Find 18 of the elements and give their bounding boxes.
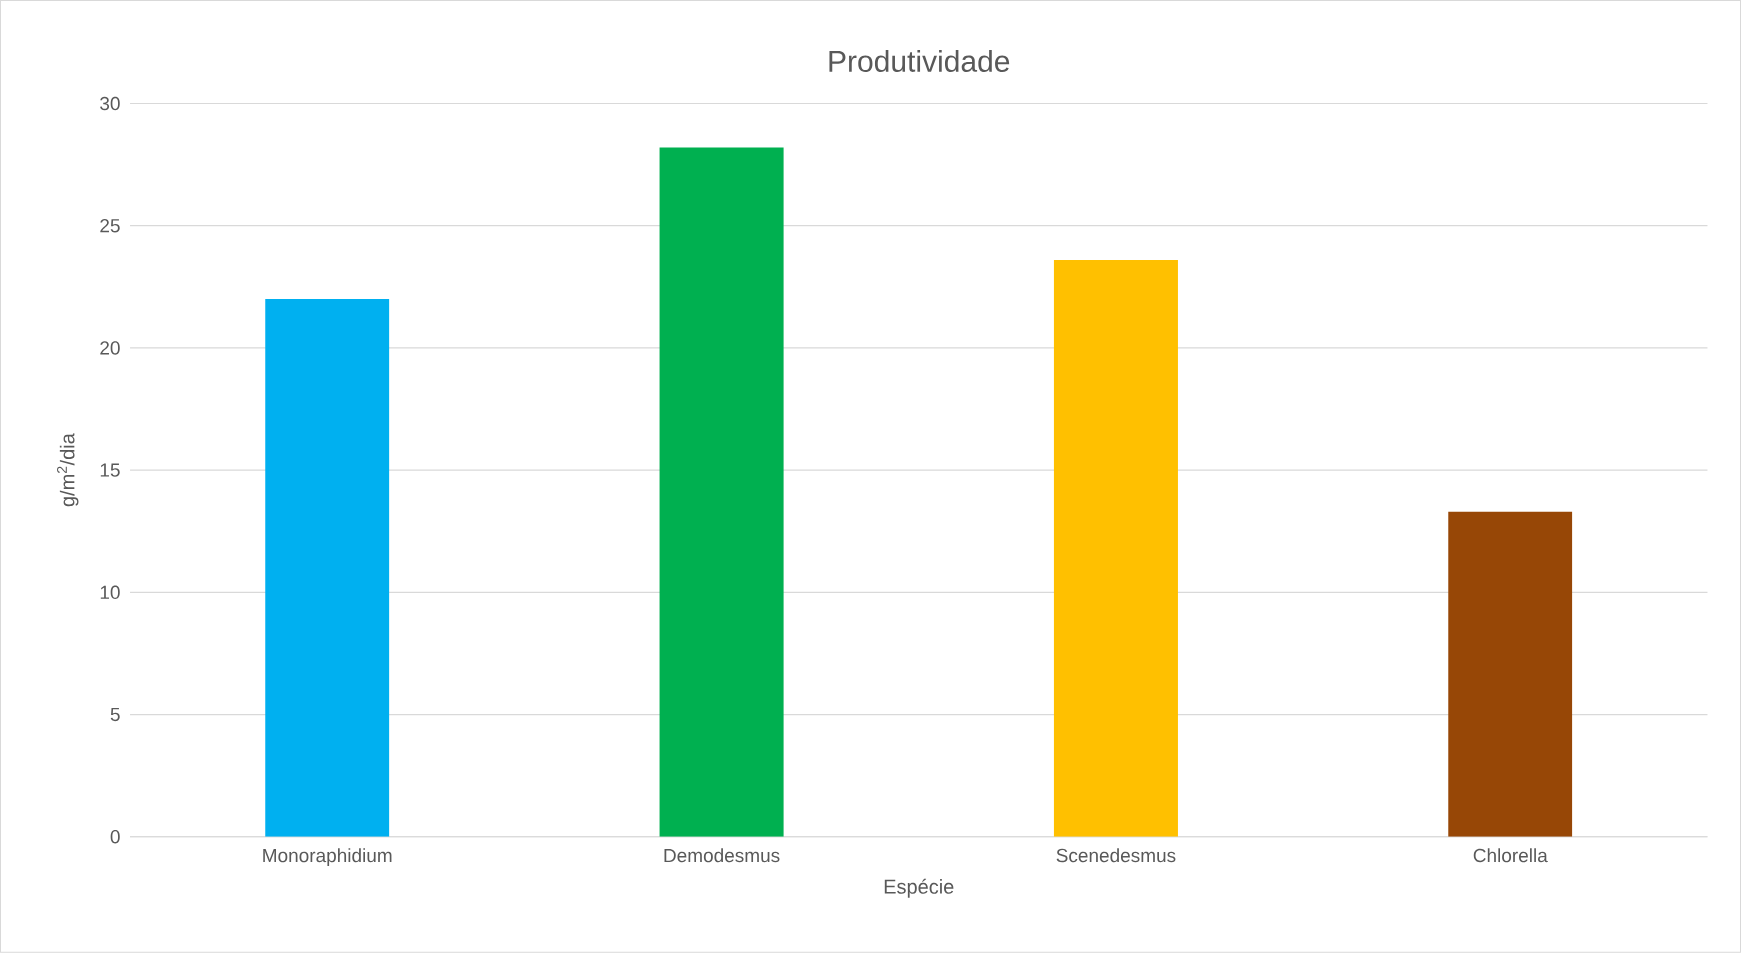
y-tick-label: 25: [100, 219, 120, 233]
y-tick-label: 5: [110, 708, 120, 722]
x-tick-label: Monoraphidium: [263, 848, 392, 867]
bar: [659, 147, 784, 837]
bar: [265, 299, 390, 837]
x-axis-title: Espécie: [884, 878, 954, 898]
y-tick-label: 10: [100, 585, 120, 600]
x-tick-label: Scenedesmus: [1056, 848, 1176, 863]
x-tick-label: Demodesmus: [664, 848, 780, 863]
y-tick-label: 15: [100, 463, 120, 477]
y-tick-label: 30: [100, 96, 120, 111]
y-tick-label: 0: [110, 830, 120, 844]
bar: [1448, 511, 1573, 837]
y-axis-title: g/m$^{2}$/dia: [57, 433, 79, 507]
x-tick-label: Chlorella: [1473, 848, 1548, 863]
bar: [1053, 260, 1178, 837]
chart-title: Produtividade: [829, 50, 1010, 73]
y-tick-label: 20: [100, 341, 120, 355]
